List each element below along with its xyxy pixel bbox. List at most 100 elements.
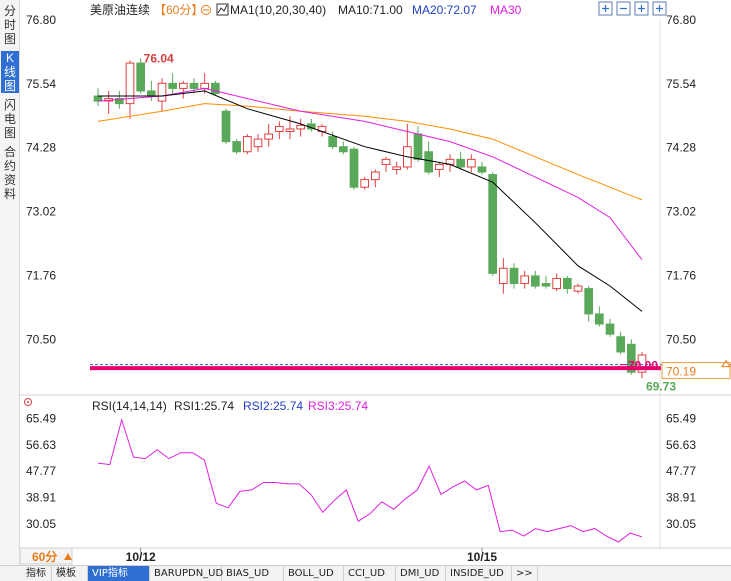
y-tick-left-3: 73.02 (26, 205, 56, 219)
y-tick-right-5: 70.50 (666, 332, 696, 346)
candle[interactable] (392, 161, 402, 175)
bottom-tab-4[interactable]: BIAS_UD (222, 566, 284, 581)
candle[interactable] (168, 73, 177, 94)
candle[interactable] (435, 161, 444, 178)
candle[interactable] (584, 286, 593, 322)
candle[interactable] (179, 80, 188, 99)
chart-area[interactable]: 美原油连续 【60分】 MA1(10,20,30,40) MA10:71.00 MA20… (20, 0, 731, 565)
candle[interactable] (488, 172, 498, 276)
settings-icon[interactable] (201, 5, 211, 15)
candle[interactable] (285, 116, 295, 140)
candle[interactable] (125, 60, 135, 119)
y-tick-left-1: 75.54 (26, 77, 56, 91)
candle-body (179, 82, 188, 89)
candle[interactable] (307, 118, 316, 132)
candle[interactable] (563, 275, 572, 294)
candle-body (531, 275, 540, 287)
candle[interactable] (243, 134, 252, 155)
y-tick-right-4: 71.76 (666, 268, 696, 282)
candle[interactable] (232, 139, 241, 155)
rsi-settings-icon-dot (27, 401, 29, 403)
candle[interactable] (253, 134, 263, 152)
fit-icon[interactable] (634, 1, 649, 16)
candle[interactable] (605, 318, 615, 337)
candle[interactable] (371, 169, 380, 188)
candle[interactable] (413, 126, 423, 162)
zoom-out-icon[interactable] (616, 1, 631, 16)
candle[interactable] (189, 78, 199, 94)
rsi-y-tick-left-0: 65.49 (26, 411, 56, 425)
candle[interactable] (136, 58, 146, 94)
candle[interactable] (531, 270, 540, 289)
settings-icon-ring (201, 5, 211, 15)
candle[interactable] (477, 161, 487, 175)
side-tab-2[interactable]: 闪电图 (3, 98, 16, 140)
period-button[interactable]: 60分 (20, 547, 73, 565)
side-tab-3[interactable]: 合约资料 (3, 145, 16, 201)
rsi3-value: RSI3:25.74 (308, 399, 368, 413)
candle[interactable] (616, 331, 625, 355)
bottom-tab-5[interactable]: BOLL_UD (284, 566, 344, 581)
candle-body (413, 133, 423, 160)
candle[interactable] (221, 108, 231, 145)
bottom-tab-7[interactable]: DMI_UD (396, 566, 446, 581)
candle[interactable] (147, 80, 156, 102)
candle[interactable] (381, 156, 391, 173)
candle[interactable] (445, 154, 455, 173)
candle[interactable] (328, 131, 338, 150)
rsi-settings-icon[interactable] (24, 398, 32, 406)
y-tick-left-0: 76.80 (26, 13, 56, 27)
candle-body (637, 354, 647, 373)
candle-body (541, 283, 551, 287)
candle[interactable] (275, 121, 284, 140)
bottom-tab-9[interactable]: >> (512, 566, 538, 581)
bottom-tab-6[interactable]: CCI_UD (344, 566, 396, 581)
candle[interactable] (499, 258, 508, 294)
candle-body (221, 110, 231, 143)
bottom-tab-3[interactable]: BARUPDN_UD (150, 566, 223, 581)
rsi-y-tick-right-3: 38.91 (666, 491, 696, 505)
candle-body (253, 138, 263, 148)
candle[interactable] (360, 177, 370, 190)
candle[interactable] (104, 90, 114, 114)
candle-body (147, 90, 156, 97)
candle[interactable] (552, 273, 561, 292)
bottom-tab-0[interactable]: 指标 (22, 566, 52, 581)
candle[interactable] (509, 263, 519, 289)
candle[interactable] (339, 141, 348, 155)
low-label: 69.73 (646, 379, 676, 393)
candle[interactable] (93, 88, 103, 107)
support-line[interactable] (90, 366, 661, 371)
fullscreen-icon[interactable] (652, 1, 667, 16)
ma-toggle-icon-line (217, 4, 228, 14)
zoom-in-icon[interactable] (598, 1, 613, 16)
candle[interactable] (157, 78, 167, 112)
period-up-icon (64, 553, 72, 560)
candle[interactable] (456, 151, 466, 170)
bottom-tab-1[interactable]: 模板 (52, 566, 88, 581)
candle[interactable] (595, 306, 604, 327)
candle[interactable] (573, 283, 583, 294)
candle[interactable] (296, 118, 306, 137)
candle-body (328, 136, 338, 148)
candle[interactable] (424, 141, 434, 175)
candle[interactable] (467, 154, 476, 173)
candle[interactable] (349, 146, 359, 190)
bottom-tab-8[interactable]: INSIDE_UD (446, 566, 512, 581)
bottom-tab-2[interactable]: VIP指标 (88, 566, 150, 581)
x-tick-0: 10/12 (126, 550, 156, 564)
rsi-y-tick-left-2: 47.77 (26, 464, 56, 478)
side-tab-0[interactable]: 分时图 (3, 4, 16, 46)
period-label: 【60分】 (154, 3, 203, 17)
x-tick-1: 10/15 (467, 550, 497, 564)
candle[interactable] (211, 80, 220, 97)
candle[interactable] (637, 351, 647, 379)
candle-body (456, 158, 466, 168)
current-price-arrow (721, 359, 731, 368)
candle[interactable] (520, 270, 530, 289)
candle-body (264, 133, 273, 140)
ma-toggle-icon[interactable] (216, 3, 229, 16)
candle[interactable] (541, 275, 551, 289)
candle[interactable] (264, 123, 273, 147)
